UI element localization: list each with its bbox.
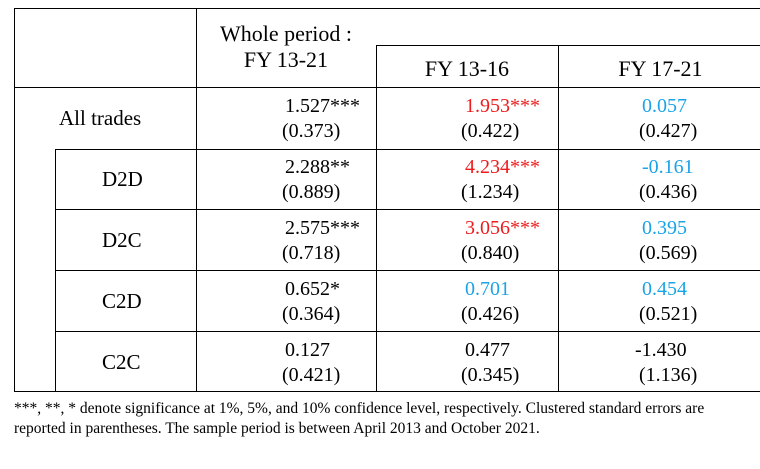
cell-se: (0.569) xyxy=(639,242,698,264)
row-label-d2c: D2C xyxy=(102,228,142,252)
cell-se: (0.436) xyxy=(639,181,698,203)
cell-se: (0.718) xyxy=(282,242,341,264)
cell-coef: 4.234*** xyxy=(465,156,540,178)
cell-se: (0.889) xyxy=(282,181,341,203)
row-divider-3 xyxy=(55,270,760,271)
cell-coef: 0.652* xyxy=(285,278,340,300)
cell-coef: 2.575*** xyxy=(285,217,360,239)
cell-coef: 1.527*** xyxy=(285,95,360,117)
col-divider-2 xyxy=(376,45,377,391)
cell-coef: 1.953*** xyxy=(465,95,540,117)
cell-coef: 0.454 xyxy=(642,278,687,300)
header-whole-line1: Whole period : xyxy=(220,21,352,46)
header-whole-line2: FY 13-21 xyxy=(243,47,329,72)
cell-se: (0.345) xyxy=(461,364,520,386)
row-label-d2d: D2D xyxy=(102,167,143,191)
row-label-c2c: C2C xyxy=(102,350,141,374)
cell-coef: 0.477 xyxy=(465,339,510,361)
cell-se: (0.521) xyxy=(639,303,698,325)
col-divider-3 xyxy=(558,45,559,391)
cell-coef: 0.127 xyxy=(285,339,330,361)
cell-se: (1.234) xyxy=(461,181,520,203)
cell-coef: -0.161 xyxy=(642,156,694,178)
cell-se: (0.427) xyxy=(639,120,698,142)
cell-coef: 3.056*** xyxy=(465,217,540,239)
row-label-all-trades: All trades xyxy=(59,106,142,130)
cell-coef: 0.395 xyxy=(642,217,687,239)
row-divider-4 xyxy=(55,331,760,332)
cell-se: (1.136) xyxy=(639,364,698,386)
cell-coef: 2.288** xyxy=(285,156,350,178)
cell-se: (0.426) xyxy=(461,303,520,325)
cell-coef: 0.701 xyxy=(465,278,510,300)
cell-se: (0.840) xyxy=(461,242,520,264)
header-sub2: FY 17-21 xyxy=(618,56,703,81)
row-divider-1 xyxy=(55,149,760,150)
col-divider-1 xyxy=(196,9,197,391)
cell-coef: 0.057 xyxy=(642,95,687,117)
cell-se: (0.364) xyxy=(282,303,341,325)
header-whole-period: Whole period : FY 13-21 xyxy=(196,21,376,73)
header-bottom-rule xyxy=(15,87,760,88)
row-divider-2 xyxy=(55,209,760,210)
cell-coef: -1.430 xyxy=(635,339,687,361)
cell-se: (0.373) xyxy=(282,120,341,142)
regression-table: Whole period : FY 13-21 FY 13-16 FY 17-2… xyxy=(14,8,760,392)
header-subdivider xyxy=(376,45,760,46)
row-label-c2d: C2D xyxy=(102,289,142,313)
table-footnote: ***, **, * denote significance at 1%, 5%… xyxy=(14,400,705,437)
cell-se: (0.421) xyxy=(282,364,341,386)
cell-se: (0.422) xyxy=(461,120,520,142)
header-sub1: FY 13-16 xyxy=(424,56,510,81)
